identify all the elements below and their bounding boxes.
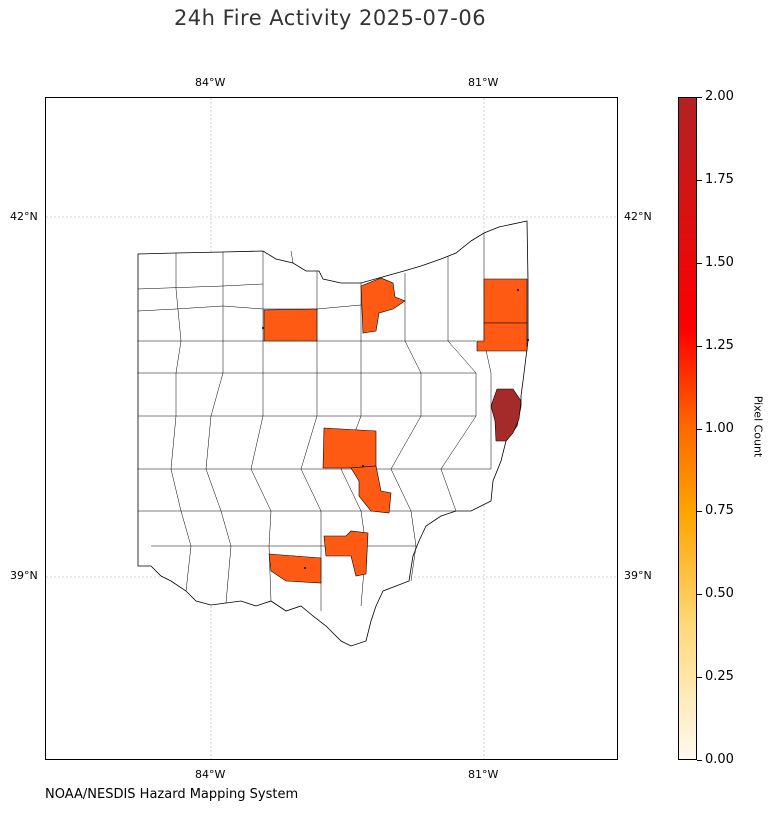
colorbar-tick-label: 1.00	[705, 420, 734, 436]
lon-label-bottom-81w: 81°W	[468, 768, 499, 781]
colorbar-tick-mark	[697, 677, 702, 679]
colorbar-tick-label: 0.00	[705, 752, 734, 767]
county-franklin	[322, 427, 377, 469]
colorbar	[678, 97, 697, 760]
fire-detection-dot	[304, 567, 306, 569]
colorbar-tick-mark	[697, 760, 702, 761]
lat-label-right-42n: 42°N	[624, 210, 652, 223]
fire-detection-dot	[262, 327, 264, 329]
colorbar-tick-mark	[697, 345, 702, 347]
county-sandusky	[360, 277, 406, 334]
ohio-county-map	[46, 98, 617, 759]
county-ross	[323, 530, 369, 577]
colorbar-tick-label: 1.75	[705, 171, 734, 187]
county-jefferson	[490, 388, 522, 442]
lon-label-bottom-84w: 84°W	[195, 768, 226, 781]
colorbar-tick-mark	[697, 428, 702, 430]
lat-label-left-42n: 42°N	[10, 210, 38, 223]
county-ashtabula	[483, 278, 528, 324]
county-wood	[263, 308, 318, 342]
map-frame[interactable]	[45, 97, 618, 760]
colorbar-tick-mark	[697, 511, 702, 513]
colorbar-tick-label: 2.00	[705, 89, 734, 104]
lon-label-top-84w: 84°W	[195, 76, 226, 89]
colorbar-tick-label: 1.50	[705, 254, 734, 270]
colorbar-tick-mark	[697, 262, 702, 264]
fire-detection-dot	[362, 465, 364, 467]
data-source-credit: NOAA/NESDIS Hazard Mapping System	[45, 787, 299, 802]
lon-label-top-81w: 81°W	[468, 76, 499, 89]
colorbar-tick-label: 1.25	[705, 337, 734, 353]
county-brown	[268, 553, 322, 584]
colorbar-tick-mark	[697, 179, 702, 181]
county-trumbull-mahoning	[476, 322, 528, 352]
colorbar-tick-mark	[697, 97, 702, 98]
fire-detection-dot	[527, 339, 529, 341]
lat-label-right-39n: 39°N	[624, 569, 652, 582]
county-fairfield	[350, 465, 392, 514]
fire-detection-dot	[517, 289, 519, 291]
colorbar-tick-mark	[697, 594, 702, 596]
map-title: 24h Fire Activity 2025-07-06	[173, 6, 487, 30]
colorbar-tick-label: 0.75	[705, 503, 734, 519]
colorbar-tick-label: 0.50	[705, 586, 734, 602]
colorbar-tick-label: 0.25	[705, 669, 734, 685]
colorbar-label: Pixel Count	[751, 395, 765, 458]
lat-label-left-39n: 39°N	[10, 569, 38, 582]
